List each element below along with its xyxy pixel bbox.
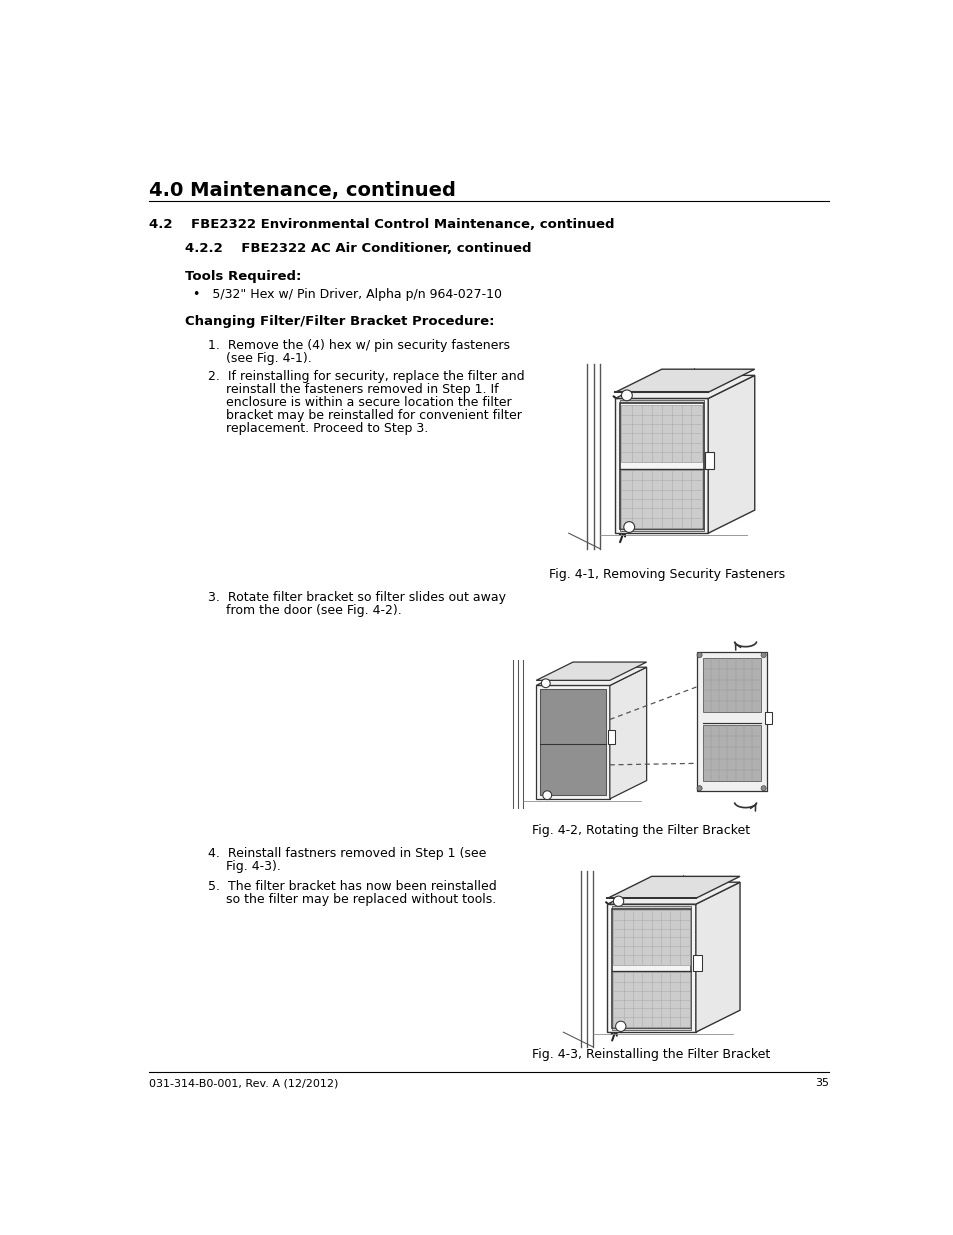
Polygon shape <box>707 375 754 534</box>
Text: 031-314-B0-001, Rev. A (12/2012): 031-314-B0-001, Rev. A (12/2012) <box>149 1078 337 1088</box>
Polygon shape <box>615 399 707 534</box>
Polygon shape <box>536 667 646 685</box>
Bar <box>696 652 766 792</box>
Bar <box>619 400 703 403</box>
Text: 2.  If reinstalling for security, replace the filter and: 2. If reinstalling for security, replace… <box>208 370 524 383</box>
Text: Fig. 4-1, Removing Security Fasteners: Fig. 4-1, Removing Security Fasteners <box>549 568 784 580</box>
Polygon shape <box>607 904 695 1032</box>
Polygon shape <box>695 882 740 1032</box>
Polygon shape <box>536 662 646 680</box>
Polygon shape <box>607 882 740 904</box>
Text: 3.  Rotate filter bracket so filter slides out away: 3. Rotate filter bracket so filter slide… <box>208 592 506 604</box>
Text: Tools Required:: Tools Required: <box>185 270 301 283</box>
Bar <box>620 405 701 462</box>
Text: Fig. 4-3, Reinstalling the Filter Bracket: Fig. 4-3, Reinstalling the Filter Bracke… <box>532 1047 770 1061</box>
Bar <box>619 529 703 531</box>
Bar <box>611 1028 691 1030</box>
Bar <box>701 658 760 711</box>
Text: so the filter may be replaced without tools.: so the filter may be replaced without to… <box>226 893 496 905</box>
Circle shape <box>542 790 551 799</box>
Text: replacement. Proceed to Step 3.: replacement. Proceed to Step 3. <box>226 422 428 435</box>
Circle shape <box>615 1021 625 1031</box>
Circle shape <box>540 679 550 688</box>
Bar <box>704 452 714 468</box>
Text: reinstall the fasteners removed in Step 1. If: reinstall the fasteners removed in Step … <box>226 383 498 396</box>
Bar <box>613 972 689 1026</box>
Circle shape <box>697 785 701 790</box>
Bar <box>611 905 691 908</box>
Circle shape <box>697 652 701 658</box>
Bar <box>701 725 760 782</box>
Circle shape <box>620 390 632 401</box>
Text: enclosure is within a secure location the filter: enclosure is within a secure location th… <box>226 396 512 409</box>
Polygon shape <box>615 369 754 393</box>
Polygon shape <box>609 667 646 799</box>
Circle shape <box>760 785 765 790</box>
Bar <box>620 471 701 527</box>
Text: Fig. 4-2, Rotating the Filter Bracket: Fig. 4-2, Rotating the Filter Bracket <box>532 824 750 837</box>
Text: from the door (see Fig. 4-2).: from the door (see Fig. 4-2). <box>226 604 401 618</box>
Bar <box>764 713 772 724</box>
Text: 4.  Reinstall fastners removed in Step 1 (see: 4. Reinstall fastners removed in Step 1 … <box>208 847 486 861</box>
Text: •   5/32" Hex w/ Pin Driver, Alpha p/n 964-027-10: • 5/32" Hex w/ Pin Driver, Alpha p/n 964… <box>193 288 501 301</box>
Bar <box>611 909 691 1028</box>
Circle shape <box>623 521 634 532</box>
Text: 4.2    FBE2322 Environmental Control Maintenance, continued: 4.2 FBE2322 Environmental Control Mainte… <box>149 217 614 231</box>
Bar <box>692 955 701 971</box>
Text: 5.  The filter bracket has now been reinstalled: 5. The filter bracket has now been reins… <box>208 879 497 893</box>
Text: 1.  Remove the (4) hex w/ pin security fasteners: 1. Remove the (4) hex w/ pin security fa… <box>208 340 510 352</box>
Text: 4.2.2    FBE2322 AC Air Conditioner, continued: 4.2.2 FBE2322 AC Air Conditioner, contin… <box>185 242 531 256</box>
Bar <box>607 730 615 743</box>
Circle shape <box>613 897 623 906</box>
Bar <box>619 403 703 529</box>
Text: 4.0 Maintenance, continued: 4.0 Maintenance, continued <box>149 180 456 200</box>
Circle shape <box>760 652 765 658</box>
Polygon shape <box>536 685 609 799</box>
Bar <box>539 689 605 795</box>
Polygon shape <box>607 877 740 898</box>
Text: 35: 35 <box>814 1078 828 1088</box>
Text: bracket may be reinstalled for convenient filter: bracket may be reinstalled for convenien… <box>226 409 521 422</box>
Text: Changing Filter/Filter Bracket Procedure:: Changing Filter/Filter Bracket Procedure… <box>185 315 494 327</box>
Polygon shape <box>615 375 754 399</box>
Bar <box>613 910 689 965</box>
Text: Fig. 4-3).: Fig. 4-3). <box>226 861 281 873</box>
Text: (see Fig. 4-1).: (see Fig. 4-1). <box>226 352 312 366</box>
